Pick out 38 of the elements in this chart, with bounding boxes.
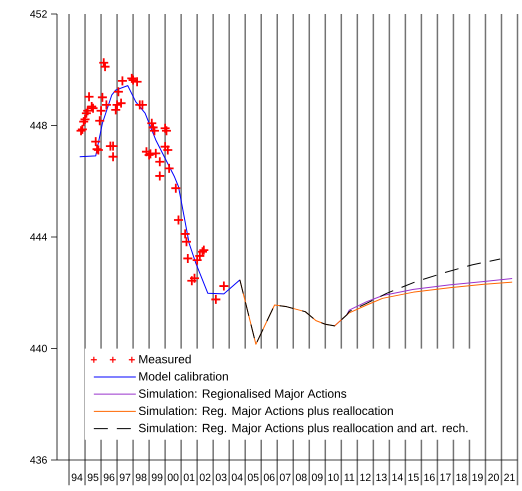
legend-label: Simulation: Reg. Major Actions plus reallocation [138, 406, 393, 418]
x-tick-label: 04 [232, 474, 243, 482]
x-tick-label: 06 [264, 474, 275, 482]
x-tick-label: 08 [296, 474, 307, 482]
legend-label: Model calibration [139, 372, 228, 381]
x-tick-label: 00 [168, 474, 179, 482]
x-tick-label: 05 [248, 474, 259, 482]
y-tick-label: 444 [30, 233, 48, 241]
x-tick-label: 99 [152, 474, 162, 482]
x-tick-label: 96 [104, 474, 114, 482]
x-tick-label: 21 [504, 474, 515, 481]
x-tick-label: 03 [216, 474, 227, 482]
x-tick-label: 97 [120, 474, 130, 482]
x-tick-label: 13 [376, 474, 387, 482]
x-tick-label: 09 [312, 474, 323, 482]
x-tick-label: 14 [392, 474, 403, 481]
x-tick-label: 07 [280, 474, 291, 482]
x-tick-label: 16 [424, 474, 435, 482]
x-tick-label: 11 [344, 474, 354, 481]
legend-label: Measured [139, 354, 191, 364]
x-tick-label: 12 [360, 474, 371, 481]
y-tick-label: 440 [30, 344, 47, 352]
legend-label: Simulation: Regionalised Major Actions [138, 389, 346, 400]
x-tick-label: 94 [72, 474, 83, 482]
x-tick-label: 10 [328, 474, 339, 482]
y-tick-label: 436 [30, 456, 47, 464]
y-tick-label: 448 [30, 122, 47, 130]
x-tick-label: 01 [184, 474, 194, 482]
x-tick-label: 20 [488, 474, 499, 482]
x-tick-label: 17 [440, 474, 451, 481]
x-tick-label: 02 [200, 474, 210, 482]
x-tick-label: 18 [456, 474, 467, 482]
x-tick-label: 15 [408, 474, 419, 481]
x-tick-label: 19 [472, 474, 483, 482]
x-tick-label: 95 [88, 474, 98, 482]
y-tick-label: 452 [30, 10, 47, 18]
legend-label: Simulation: Reg. Major Actions plus reallocation and art. rech. [138, 424, 468, 435]
x-tick-label: 98 [136, 474, 146, 482]
